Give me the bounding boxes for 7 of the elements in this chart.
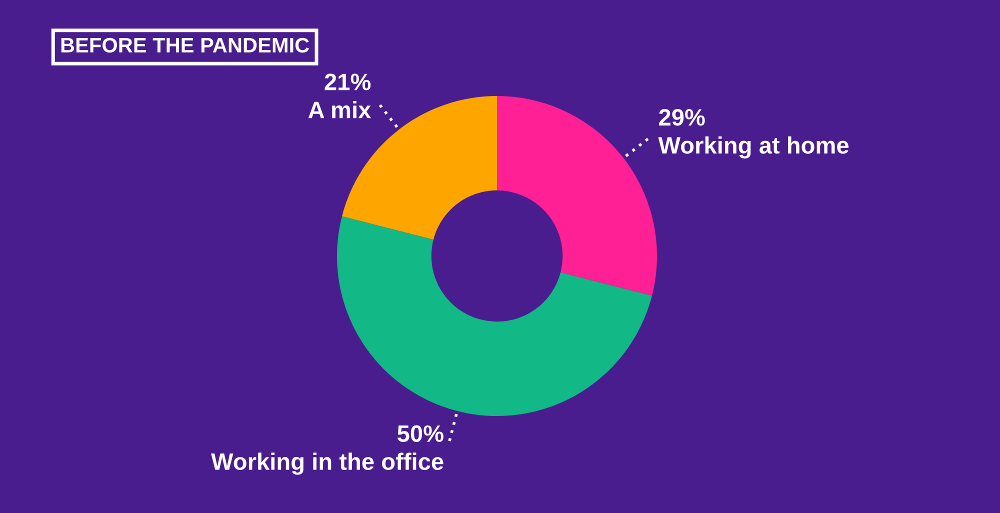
data-label: 29%	[659, 108, 705, 126]
slice-label: Working in the office	[211, 452, 444, 475]
slice-label: A mix	[308, 100, 372, 118]
data-label: 21%	[324, 74, 371, 90]
slice-label: Working at home	[658, 136, 849, 158]
chart-title: BEFORE THE PANDEMIC	[61, 38, 310, 53]
data-label: 50%	[398, 425, 444, 442]
